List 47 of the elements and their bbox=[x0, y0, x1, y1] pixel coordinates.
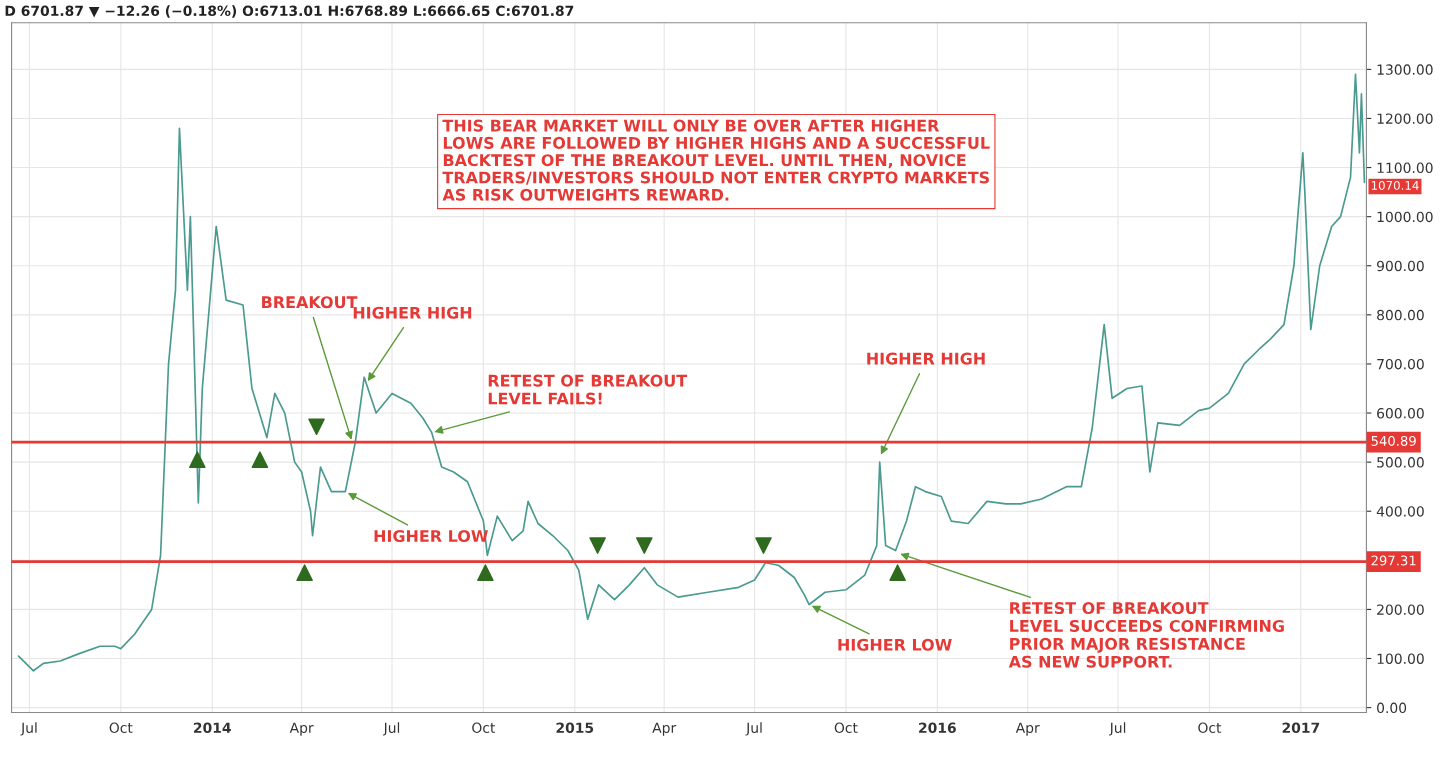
point bbox=[589, 537, 606, 554]
y-tick-label: 1300.00 bbox=[1377, 64, 1433, 75]
point bbox=[308, 418, 325, 436]
x-tick-label: 2017 bbox=[1282, 722, 1320, 733]
y-tick-label: 900.00 bbox=[1377, 260, 1424, 272]
x-tick-label: Jul bbox=[745, 722, 762, 736]
y-tick-label: 0.00 bbox=[1377, 702, 1407, 714]
y-tick-label: 500.00 bbox=[1377, 457, 1424, 468]
point bbox=[636, 537, 653, 554]
x-tick-label: Oct bbox=[1198, 722, 1222, 733]
annotation: THIS BEAR MARKET WILL ONLY BE OVER AFTER HIGHER LOWS ARE FOLLOWED BY HIGHER HIGHS AND A SUCCESSFUL BACKTEST OF THE BREAKOUT LEVEL. UNTIL THEN, NOVICE TRADERS/INVESTORS SHOULD NOT ENTER CRYPTO MARKETS AS RISK OUTWEIGHTS REWARD. bbox=[442, 119, 990, 201]
annotation: RETEST OF BREAKOUT LEVEL SUCCEEDS CONFIRMING PRIOR MAJOR RESISTANCE AS NEW SUPPORT. bbox=[1008, 602, 1284, 668]
ref-line-label: 297.31 bbox=[1371, 555, 1416, 566]
x-tick-label: 2016 bbox=[919, 722, 956, 733]
y-tick-label: 800.00 bbox=[1377, 309, 1424, 321]
point bbox=[296, 564, 313, 581]
x-tick-label: Apr bbox=[289, 722, 314, 736]
annotation: RETEST OF BREAKOUT LEVEL FAILS! bbox=[488, 374, 688, 405]
y-tick-label: 200.00 bbox=[1377, 604, 1424, 615]
x-tick-label: Jul bbox=[20, 722, 37, 736]
y-tick-label: 400.00 bbox=[1376, 506, 1424, 517]
chart-title: D 6701.87 ▼ −12.26 (−0.18%) O:6713.01 H:6768.89 L:6666.65 C:6701.87 bbox=[5, 5, 574, 18]
y-tick-label: 1100.00 bbox=[1377, 162, 1433, 174]
point bbox=[889, 564, 906, 581]
x-tick-label: Apr bbox=[1015, 722, 1040, 736]
x-tick-label: Apr bbox=[652, 722, 677, 736]
x-tick-label: 2015 bbox=[556, 722, 594, 733]
point bbox=[251, 451, 269, 468]
point bbox=[755, 537, 772, 554]
x-tick-label: Oct bbox=[834, 722, 858, 733]
point bbox=[189, 451, 206, 468]
annotation: HIGHER HIGH bbox=[867, 352, 985, 365]
x-tick-label: Oct bbox=[472, 722, 496, 733]
ref-line-label: 540.89 bbox=[1371, 435, 1416, 446]
point bbox=[477, 564, 494, 581]
x-tick-label: Oct bbox=[109, 722, 133, 733]
annotation: HIGHER LOW bbox=[838, 638, 952, 651]
x-tick-label: Jul bbox=[1108, 722, 1126, 736]
x-tick-label: Jul bbox=[382, 722, 400, 736]
y-tick-label: 1000.00 bbox=[1377, 211, 1433, 223]
y-tick-label: 1200.00 bbox=[1377, 113, 1433, 124]
x-tick-label: 2014 bbox=[194, 722, 231, 733]
y-tick-label: 600.00 bbox=[1377, 408, 1424, 419]
y-tick-label: 100.00 bbox=[1377, 653, 1424, 664]
y-tick-label: 700.00 bbox=[1377, 358, 1424, 370]
annotation: 1070.14 bbox=[1371, 180, 1419, 190]
line-series bbox=[17, 73, 1366, 672]
